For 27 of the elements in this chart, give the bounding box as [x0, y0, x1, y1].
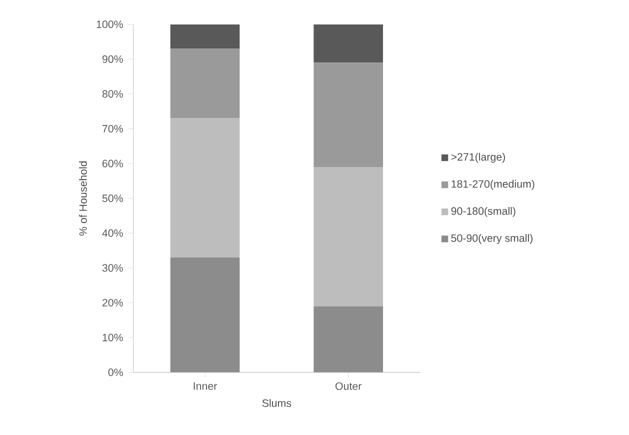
legend-label: >271(large) [451, 152, 505, 163]
y-tick-label: 40% [102, 229, 123, 237]
y-tick-label: 30% [102, 264, 123, 272]
legend-label: 50-90(very small) [451, 234, 532, 244]
legend-label: 90-180(small) [451, 206, 516, 217]
bar [314, 24, 383, 63]
x-tick-label: Outer [336, 382, 362, 390]
y-tick-label: 0% [108, 368, 123, 376]
bar [170, 257, 240, 372]
y-tick-label: 50% [102, 194, 123, 202]
x-tick-label: Inner [194, 382, 217, 390]
y-tick-label: 60% [102, 160, 123, 168]
y-tick-label: 90% [102, 55, 123, 63]
y-tick-label: 100% [96, 20, 123, 28]
bar [170, 24, 240, 49]
x-axis-title: Slums [262, 399, 292, 407]
y-axis-title: % of Household [79, 161, 87, 236]
y-tick-label: 70% [102, 124, 123, 132]
y-tick-label: 10% [102, 334, 123, 342]
bar [314, 62, 383, 168]
bar [170, 48, 240, 118]
legend-label: 181-270(medium) [452, 180, 534, 190]
bar [314, 167, 383, 306]
y-tick-label: 80% [102, 90, 123, 98]
y-tick-label: 20% [102, 298, 123, 306]
bar [314, 306, 383, 372]
bar [170, 118, 240, 258]
